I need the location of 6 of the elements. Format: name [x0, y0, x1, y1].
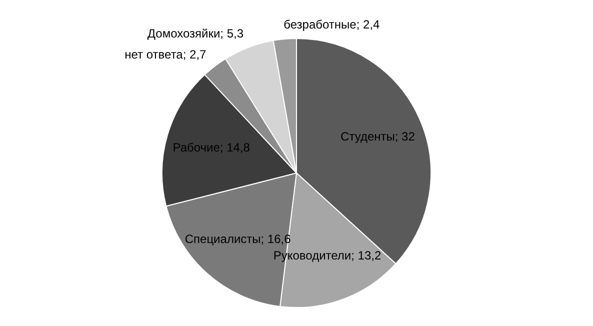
slice-label: Руководители; 13,2 [273, 248, 382, 263]
slice-label: Домохозяйки; 5,3 [147, 26, 244, 41]
slice-label: нет ответа; 2,7 [124, 47, 207, 62]
slice-label: безработные; 2,4 [284, 17, 380, 32]
slice-label: Студенты; 32 [340, 130, 416, 144]
slice-label: Рабочие; 14,8 [172, 140, 250, 154]
